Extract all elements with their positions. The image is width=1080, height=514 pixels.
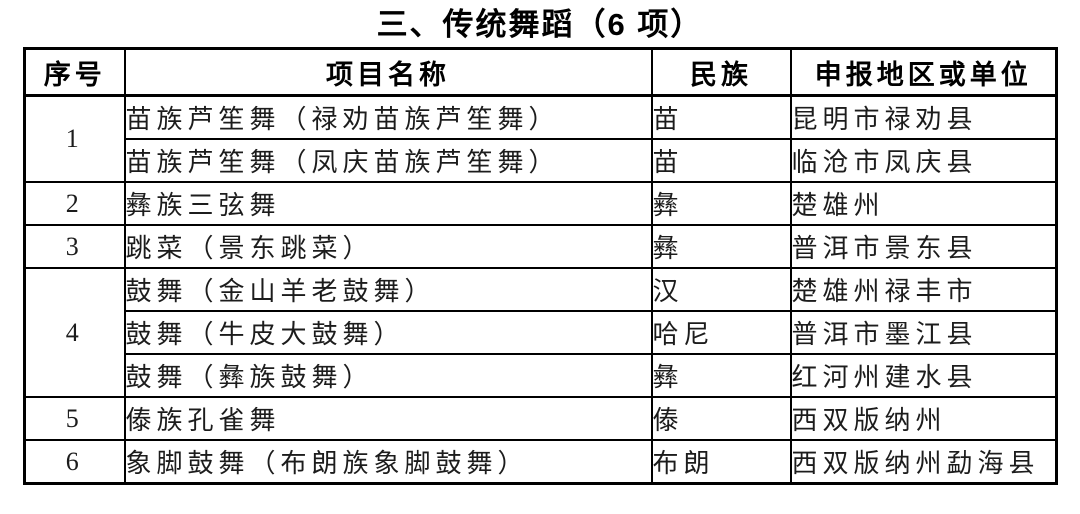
cell-project-name: 鼓舞（金山羊老鼓舞）: [123, 267, 653, 312]
cell-ethnic-group: 彝: [650, 181, 792, 226]
cell-project-name: 鼓舞（彝族鼓舞）: [123, 353, 653, 398]
cell-serial-number: 6: [23, 439, 126, 485]
table-row: 3 跳菜（景东跳菜）彝普洱市景东县: [23, 224, 1058, 269]
header-declaring-region: 申报地区或单位: [789, 47, 1058, 97]
header-serial-number: 序号: [23, 47, 126, 97]
cell-serial-number: 3: [23, 224, 126, 269]
table-row: 苗族芦笙舞（凤庆苗族芦笙舞）苗临沧市凤庆县: [25, 138, 1058, 183]
table-header-row: 序号 项目名称 民族 申报地区或单位: [23, 47, 1058, 97]
cell-declaring-region: 楚雄州禄丰市: [789, 267, 1058, 312]
cell-ethnic-group: 汉: [650, 267, 792, 312]
cell-declaring-region: 楚雄州: [789, 181, 1058, 226]
cell-project-name: 苗族芦笙舞（凤庆苗族芦笙舞）: [123, 138, 653, 183]
table-row: 2 彝族三弦舞彝楚雄州: [23, 181, 1058, 226]
cell-project-name: 苗族芦笙舞（禄劝苗族芦笙舞）: [123, 94, 653, 140]
table-row: 1 苗族芦笙舞（禄劝苗族芦笙舞）苗昆明市禄劝县: [23, 94, 1058, 183]
cell-declaring-region: 普洱市景东县: [789, 224, 1058, 269]
cell-ethnic-group: 哈尼: [650, 310, 792, 355]
cell-project-name: 傣族孔雀舞: [123, 396, 653, 441]
traditional-dance-table: 序号 项目名称 民族 申报地区或单位 1 苗族芦笙舞（禄劝苗族芦笙舞）苗昆明市禄劝…: [23, 47, 1058, 485]
cell-project-name: 象脚鼓舞（布朗族象脚鼓舞）: [123, 439, 653, 485]
cell-declaring-region: 西双版纳州勐海县: [789, 439, 1058, 485]
table-body: 1 苗族芦笙舞（禄劝苗族芦笙舞）苗昆明市禄劝县 苗族芦笙舞（凤庆苗族芦笙舞）苗临沧市…: [23, 94, 1058, 485]
cell-ethnic-group: 布朗: [650, 439, 792, 485]
cell-ethnic-group: 彝: [650, 224, 792, 269]
cell-declaring-region: 红河州建水县: [789, 353, 1058, 398]
cell-project-name: 鼓舞（牛皮大鼓舞）: [123, 310, 653, 355]
cell-declaring-region: 普洱市墨江县: [789, 310, 1058, 355]
cell-declaring-region: 西双版纳州: [789, 396, 1058, 441]
table-row: 6 象脚鼓舞（布朗族象脚鼓舞） 布朗 西双版纳州勐海县: [23, 439, 1058, 485]
table-row: 5 傣族孔雀舞傣西双版纳州: [23, 396, 1058, 441]
section-title: 三、传统舞蹈（6 项）: [376, 7, 704, 42]
cell-serial-number: 5: [23, 396, 126, 441]
cell-ethnic-group: 傣: [650, 396, 792, 441]
cell-serial-number: 1: [23, 94, 126, 183]
cell-project-name: 彝族三弦舞: [123, 181, 653, 226]
cell-declaring-region: 昆明市禄劝县: [789, 94, 1058, 140]
table-row: 鼓舞（彝族鼓舞）彝红河州建水县: [25, 353, 1058, 398]
header-project-name: 项目名称: [123, 47, 653, 97]
table-row: 鼓舞（牛皮大鼓舞） 哈尼 普洱市墨江县: [25, 310, 1058, 355]
cell-serial-number: 2: [23, 181, 126, 226]
cell-ethnic-group: 彝: [650, 353, 792, 398]
cell-serial-number: 4: [23, 267, 126, 398]
cell-ethnic-group: 苗: [650, 94, 792, 140]
table-row: 4 鼓舞（金山羊老鼓舞）汉楚雄州禄丰市: [23, 267, 1058, 398]
cell-ethnic-group: 苗: [650, 138, 792, 183]
cell-project-name: 跳菜（景东跳菜）: [123, 224, 653, 269]
header-ethnic-group: 民族: [650, 47, 792, 97]
cell-declaring-region: 临沧市凤庆县: [789, 138, 1058, 183]
